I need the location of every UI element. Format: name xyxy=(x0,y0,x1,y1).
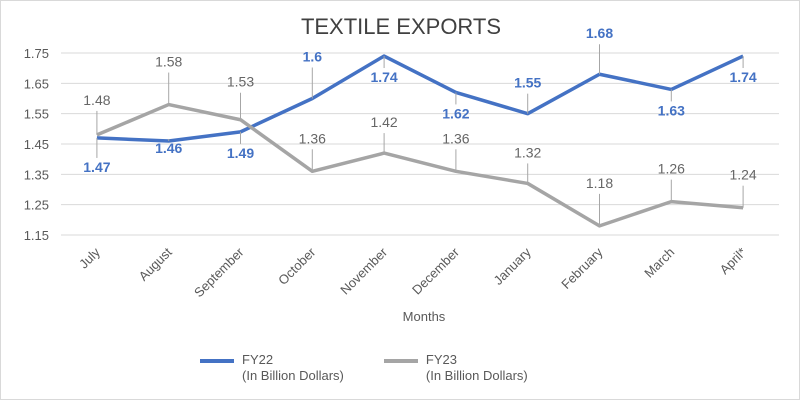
x-axis-tick-labels: July August September October November Decemb… xyxy=(76,244,749,300)
data-label-fy22: 1.68 xyxy=(586,25,613,41)
x-tick-label: December xyxy=(409,244,462,297)
x-tick-label: January xyxy=(491,244,535,288)
data-label-fy23: 1.42 xyxy=(370,114,397,130)
x-axis-title: Months xyxy=(403,309,446,324)
label-leader-lines xyxy=(96,44,744,226)
legend-series-name: FY22 xyxy=(242,352,274,367)
legend-label-fy23: FY23 (In Billion Dollars) xyxy=(426,352,528,384)
data-label-fy23: 1.36 xyxy=(442,130,469,146)
data-label-fy22: 1.6 xyxy=(303,49,323,65)
x-tick-label: July xyxy=(76,244,103,271)
x-tick-label: October xyxy=(275,244,319,288)
y-tick-label: 1.75 xyxy=(24,46,49,61)
data-label-fy22: 1.46 xyxy=(155,140,182,156)
series-line-fy22 xyxy=(96,54,744,143)
x-tick-label: August xyxy=(136,244,175,283)
y-tick-label: 1.65 xyxy=(24,76,49,91)
data-label-fy23: 1.53 xyxy=(227,74,254,90)
x-tick-label: September xyxy=(191,244,247,300)
legend-series-unit: (In Billion Dollars) xyxy=(425,368,528,383)
data-label-fy23: 1.48 xyxy=(83,92,110,108)
x-tick-label: March xyxy=(641,245,677,281)
legend-swatch-fy22 xyxy=(200,359,234,363)
y-tick-label: 1.55 xyxy=(24,107,49,122)
y-tick-label: 1.35 xyxy=(24,167,49,182)
legend-series-name: FY23 xyxy=(425,352,457,367)
legend-swatch-fy23 xyxy=(383,359,418,363)
y-tick-label: 1.45 xyxy=(24,137,49,152)
data-label-fy22: 1.63 xyxy=(658,102,685,118)
legend-series-unit: (In Billion Dollars) xyxy=(242,368,344,383)
y-axis-tick-labels: 1.15 1.25 1.35 1.45 1.55 1.65 1.75 xyxy=(24,46,49,243)
data-label-fy22: 1.74 xyxy=(729,69,756,85)
x-tick-label: November xyxy=(337,244,390,297)
data-label-fy22: 1.74 xyxy=(370,69,397,85)
data-label-fy23: 1.24 xyxy=(729,167,756,183)
data-label-fy23: 1.58 xyxy=(155,54,182,70)
chart-title: TEXTILE EXPORTS xyxy=(301,14,501,39)
data-label-fy23: 1.18 xyxy=(586,175,613,191)
legend-item-fy22: FY22 (In Billion Dollars) xyxy=(200,352,344,384)
legend-label-fy22: FY22 (In Billion Dollars) xyxy=(242,352,344,384)
y-tick-label: 1.25 xyxy=(24,198,49,213)
data-label-fy23: 1.32 xyxy=(514,144,541,160)
y-tick-label: 1.15 xyxy=(24,228,49,243)
legend: FY22 (In Billion Dollars) FY23 (In Billi… xyxy=(200,352,528,384)
data-label-fy22: 1.62 xyxy=(442,105,469,121)
x-tick-label: April* xyxy=(717,245,750,278)
x-tick-label: February xyxy=(558,244,606,292)
data-label-fy22: 1.47 xyxy=(83,159,110,175)
series-lines xyxy=(96,54,744,228)
legend-item-fy23: FY23 (In Billion Dollars) xyxy=(383,352,528,384)
data-labels: 1.47 1.46 1.49 1.6 1.74 1.62 1.55 1.68 1.63 1.74 1… xyxy=(83,25,757,191)
data-label-fy23: 1.36 xyxy=(299,130,326,146)
data-label-fy23: 1.26 xyxy=(658,161,685,177)
data-label-fy22: 1.49 xyxy=(227,145,254,161)
series-line-fy23 xyxy=(96,102,744,228)
gridlines xyxy=(61,52,779,236)
data-label-fy22: 1.55 xyxy=(514,75,541,91)
